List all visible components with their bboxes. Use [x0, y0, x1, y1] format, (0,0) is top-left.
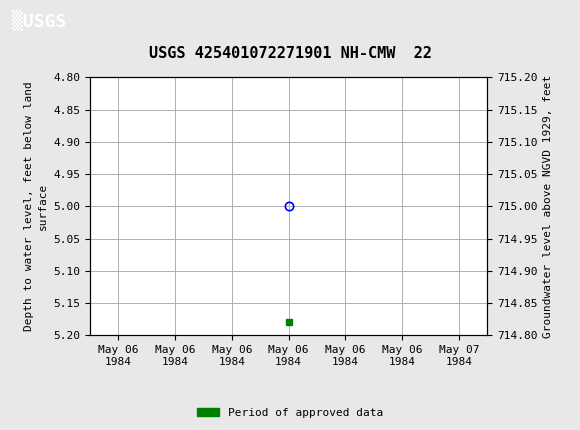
Text: USGS 425401072271901 NH-CMW  22: USGS 425401072271901 NH-CMW 22 — [148, 46, 432, 61]
Legend: Period of approved data: Period of approved data — [193, 403, 387, 422]
Text: ▒USGS: ▒USGS — [12, 10, 66, 31]
Y-axis label: Groundwater level above NGVD 1929, feet: Groundwater level above NGVD 1929, feet — [543, 75, 553, 338]
Y-axis label: Depth to water level, feet below land
surface: Depth to water level, feet below land su… — [24, 82, 48, 331]
